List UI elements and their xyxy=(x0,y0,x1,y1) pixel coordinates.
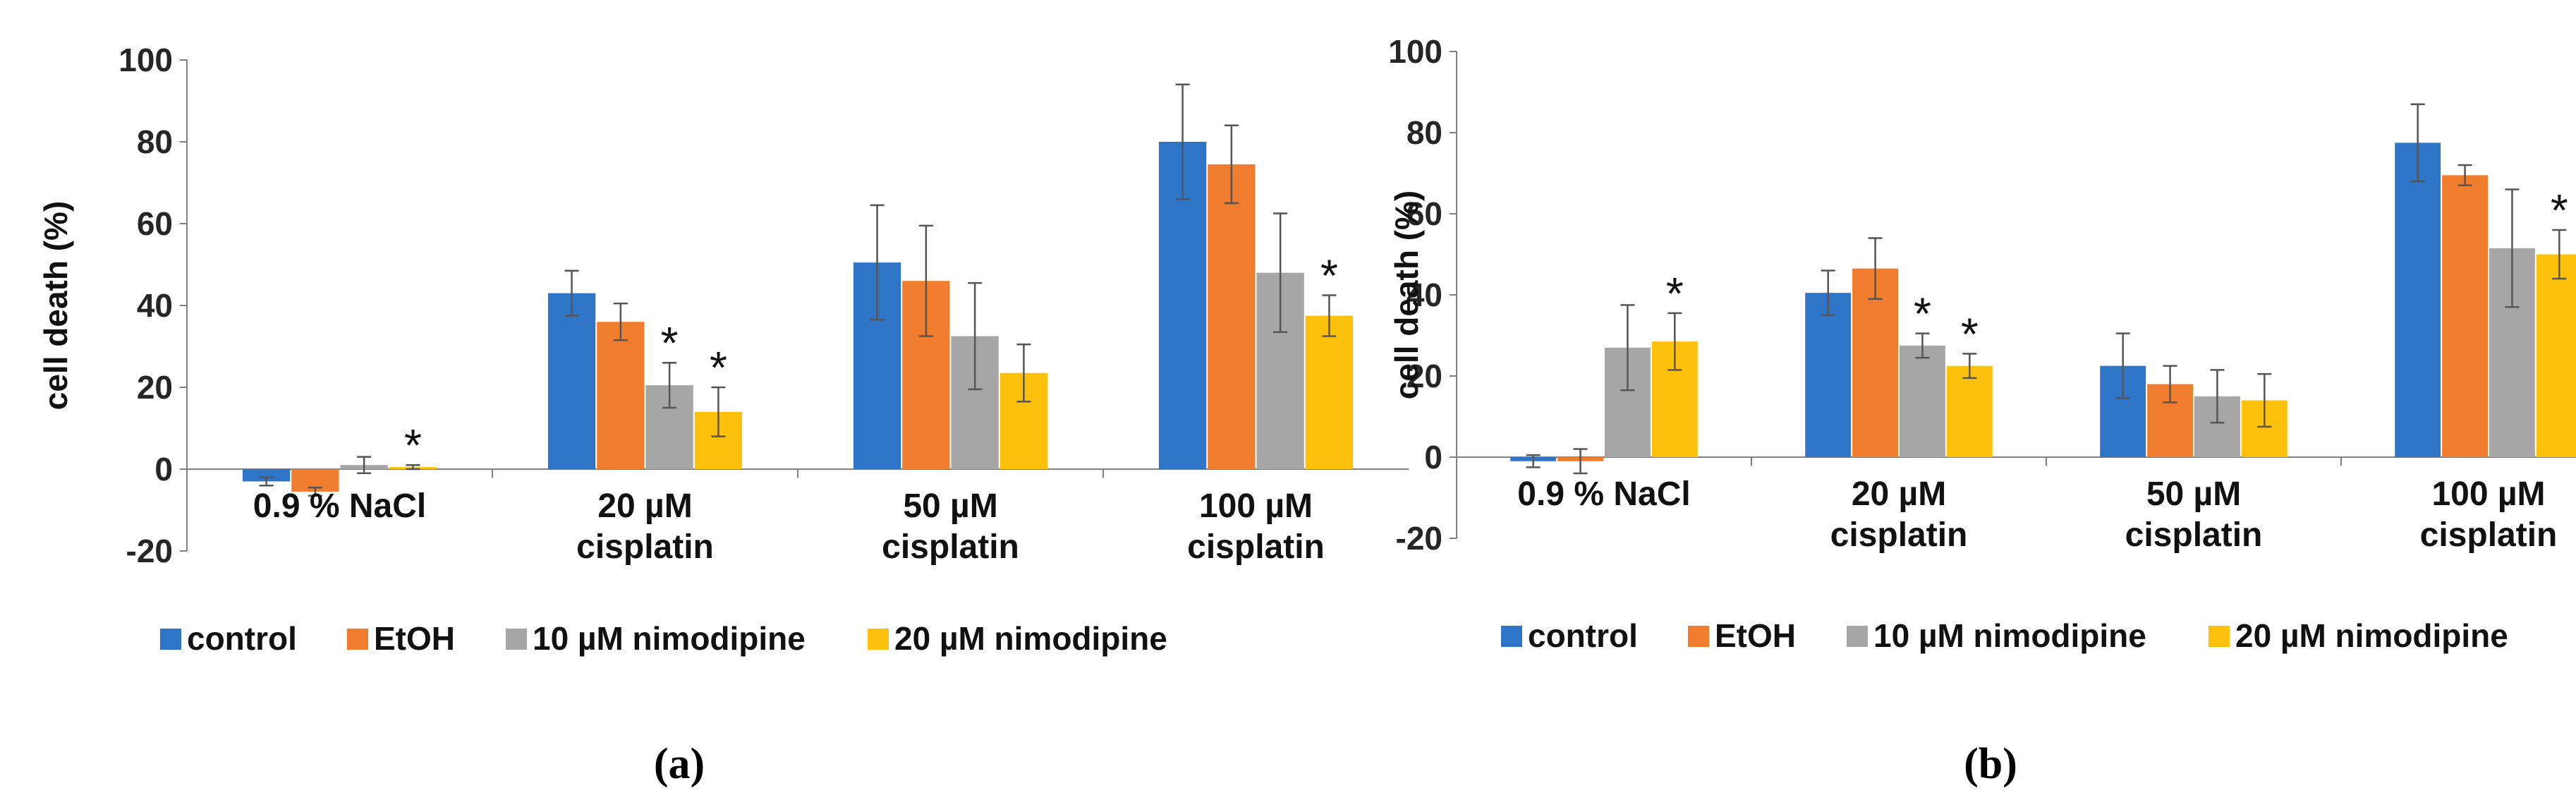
chart-panel-b: -20 0 20 40 60 80 100 cell death (%) 0.9 % NaCl 2… xyxy=(1388,33,2576,788)
significance-star: * xyxy=(1666,268,1684,319)
y-tick-label: 60 xyxy=(137,205,173,242)
legend-swatch xyxy=(506,629,527,650)
y-tick-label: 100 xyxy=(119,42,173,78)
bar xyxy=(242,469,291,482)
category-label: cisplatin xyxy=(2420,516,2558,554)
category-label: 100 µM xyxy=(1199,487,1313,525)
legend-label: 20 µM nimodipine xyxy=(2235,617,2508,654)
category-label: cisplatin xyxy=(1187,528,1325,566)
significance-star: * xyxy=(2551,185,2568,236)
y-tick-label: 40 xyxy=(1407,277,1442,313)
legend-label: 10 µM nimodipine xyxy=(1873,617,2146,654)
legend-swatch xyxy=(160,629,181,650)
legend-label: EtOH xyxy=(374,620,455,657)
y-tick-label: 100 xyxy=(1388,33,1442,70)
y-axis-title: cell death (%) xyxy=(1388,190,1425,400)
category-label: 0.9 % NaCl xyxy=(253,487,426,525)
panel-label: (b) xyxy=(1964,740,2017,788)
panel-label: (a) xyxy=(654,740,705,788)
legend-swatch xyxy=(1847,626,1868,647)
category-label: 0.9 % NaCl xyxy=(1517,475,1690,513)
legend-swatch xyxy=(1501,626,1522,647)
y-tick-label: 80 xyxy=(1407,114,1442,151)
significance-star: * xyxy=(1320,250,1338,301)
y-tick-label: -20 xyxy=(1396,520,1442,557)
bar xyxy=(597,322,645,469)
bar xyxy=(1900,345,1945,457)
legend-label: control xyxy=(187,620,297,657)
legend-label: 20 µM nimodipine xyxy=(894,620,1167,657)
significance-star: * xyxy=(710,342,727,393)
category-label: 50 µM xyxy=(2146,475,2241,513)
category-label: cisplatin xyxy=(2125,516,2263,554)
category-label: 20 µM xyxy=(1852,475,1946,513)
category-label: 50 µM xyxy=(903,487,997,525)
significance-star: * xyxy=(1914,289,1931,339)
significance-star: * xyxy=(404,420,422,471)
significance-star: * xyxy=(661,317,679,368)
legend-swatch xyxy=(868,629,889,650)
bar xyxy=(1305,315,1354,469)
legend-swatch xyxy=(347,629,368,650)
bar xyxy=(1946,365,1993,457)
bar xyxy=(2395,143,2441,457)
category-label: 20 µM xyxy=(597,487,692,525)
bar xyxy=(1208,164,1256,469)
y-tick-label: -20 xyxy=(126,533,173,569)
legend-label: EtOH xyxy=(1715,617,1796,654)
bar xyxy=(547,293,596,469)
bar xyxy=(2536,254,2576,457)
category-label: cisplatin xyxy=(576,528,714,566)
category-label: cisplatin xyxy=(882,528,1019,566)
legend-label: control xyxy=(1528,617,1638,654)
significance-star: * xyxy=(1961,308,1979,359)
bar xyxy=(1852,268,1898,457)
y-tick-label: 20 xyxy=(1407,358,1442,394)
y-tick-label: 20 xyxy=(137,369,173,406)
y-tick-label: 80 xyxy=(137,123,173,160)
legend-swatch xyxy=(2209,626,2230,647)
y-tick-label: 0 xyxy=(1424,439,1442,475)
legend-label: 10 µM nimodipine xyxy=(533,620,806,657)
y-tick-label: 0 xyxy=(154,451,173,487)
bar xyxy=(2442,175,2488,457)
category-label: cisplatin xyxy=(1830,516,1968,554)
chart-panel-a: -20 0 20 40 60 80 100 cell death (%) 0.9 % NaCl 2… xyxy=(37,42,1409,788)
legend-swatch xyxy=(1688,626,1709,647)
y-tick-label: 60 xyxy=(1407,195,1442,232)
bar xyxy=(1805,293,1852,457)
y-tick-label: 40 xyxy=(137,287,173,324)
y-axis-title: cell death (%) xyxy=(37,201,74,411)
category-label: 100 µM xyxy=(2431,475,2545,513)
